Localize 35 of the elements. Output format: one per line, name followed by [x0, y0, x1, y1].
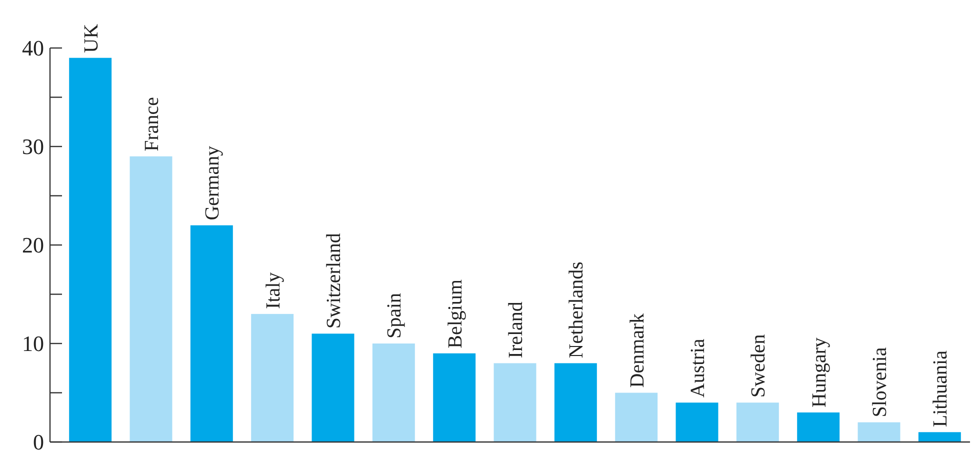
x-tick-label: Hungary — [808, 337, 830, 408]
x-tick-label: Spain — [384, 292, 406, 338]
bar — [251, 314, 294, 442]
bar — [433, 353, 476, 442]
bar — [312, 334, 354, 442]
x-tick-label: Austria — [687, 338, 709, 398]
x-tick-label: Germany — [202, 146, 224, 220]
x-tick-label: Netherlands — [566, 261, 588, 358]
x-tick-label: Lithuania — [930, 350, 952, 428]
x-tick-label: Denmark — [626, 313, 648, 388]
bar — [554, 363, 597, 442]
x-tick-label: Switzerland — [323, 233, 345, 329]
bar — [676, 402, 718, 442]
bar — [494, 363, 536, 442]
bar — [918, 432, 961, 442]
y-tick-label: 0 — [33, 430, 44, 455]
x-tick-label: Ireland — [505, 302, 527, 358]
y-tick-label: 40 — [22, 36, 44, 61]
y-tick-label: 20 — [22, 232, 44, 258]
bar — [69, 58, 112, 442]
bar — [190, 225, 233, 442]
y-tick-label: 30 — [22, 134, 44, 160]
bar — [797, 412, 840, 442]
bar — [130, 156, 172, 442]
bar — [858, 422, 900, 442]
x-tick-label: Belgium — [444, 279, 466, 348]
bar — [615, 392, 658, 442]
bar — [736, 402, 779, 442]
x-tick-label: Italy — [262, 272, 284, 309]
x-tick-label: UK — [80, 23, 102, 53]
x-tick-label: France — [141, 96, 163, 152]
x-tick-label: Slovenia — [869, 347, 891, 418]
x-tick-label: Sweden — [748, 334, 770, 398]
bar — [372, 344, 415, 442]
y-tick-label: 10 — [22, 331, 44, 356]
